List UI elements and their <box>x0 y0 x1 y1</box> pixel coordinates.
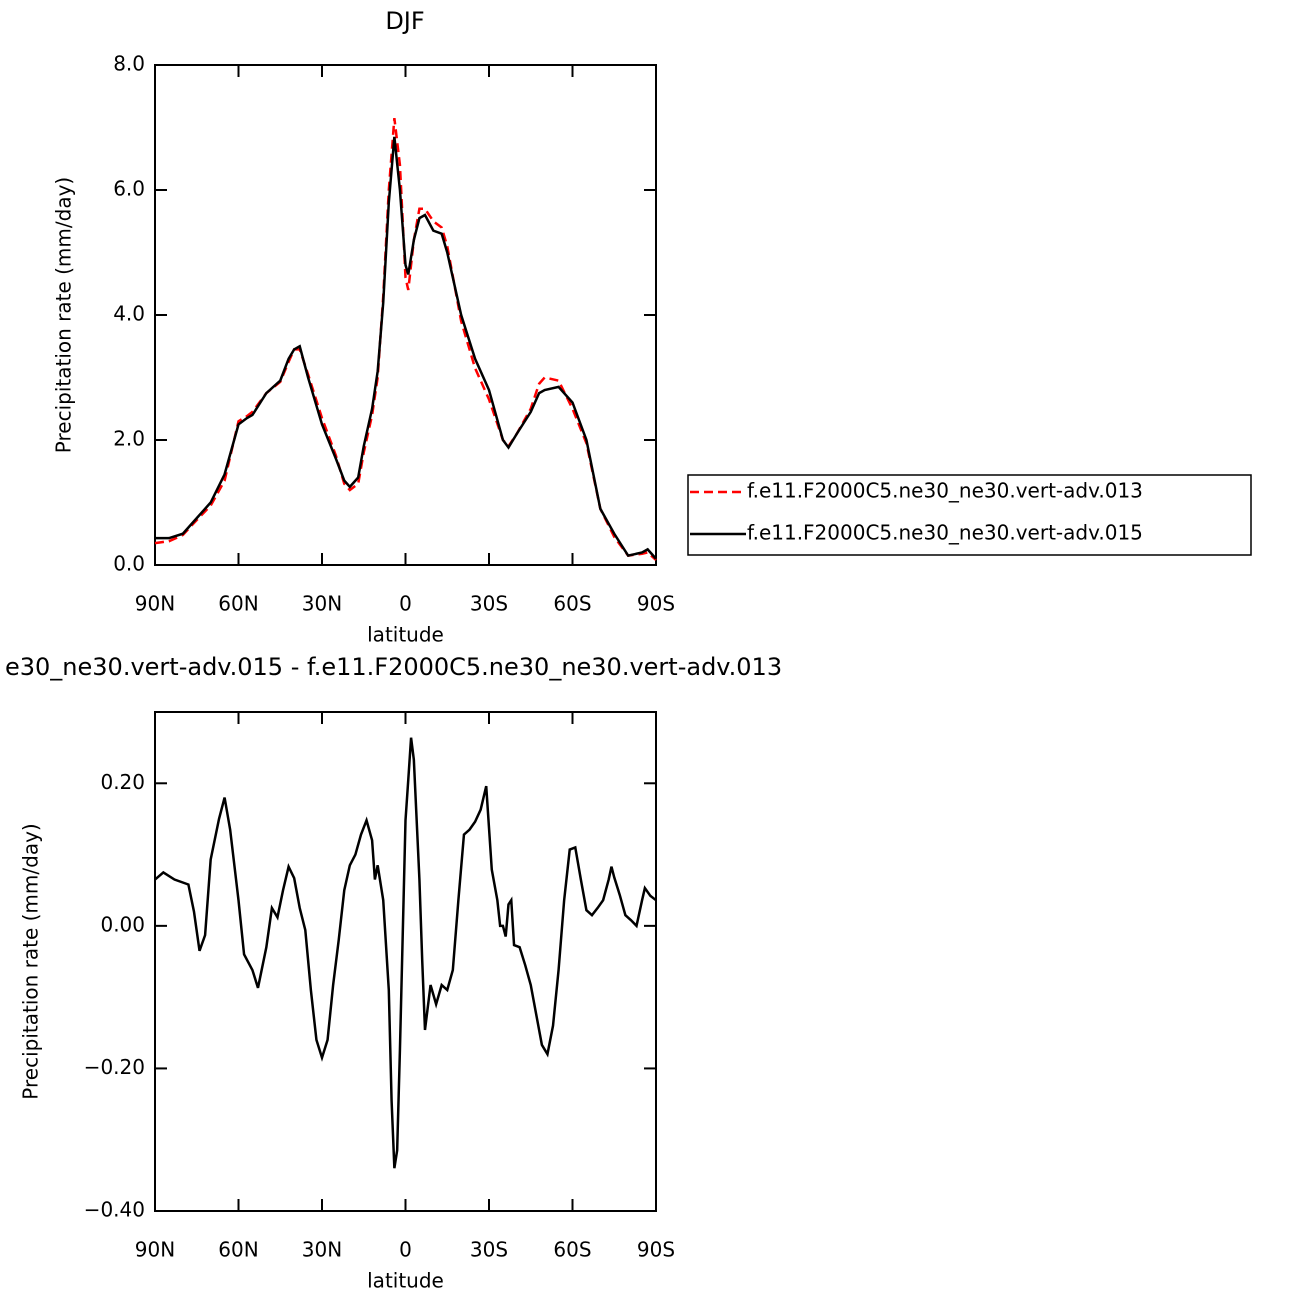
x-tick-label: 90N <box>135 592 175 616</box>
y-tick-label: 0.20 <box>100 770 145 794</box>
legend-box <box>687 474 1252 556</box>
legend-label: f.e11.F2000C5.ne30_ne30.vert-adv.015 <box>747 521 1143 545</box>
y-tick-label: −0.20 <box>84 1055 145 1079</box>
x-tick-label: 60S <box>553 1238 591 1262</box>
x-tick-label: 0 <box>399 1238 412 1262</box>
x-axis-label: latitude <box>367 623 444 647</box>
plot-frame <box>154 64 657 566</box>
x-tick-label: 30S <box>470 1238 508 1262</box>
y-tick-label: −0.40 <box>84 1198 145 1222</box>
legend-label: f.e11.F2000C5.ne30_ne30.vert-adv.013 <box>747 479 1143 503</box>
x-tick-label: 90N <box>135 1238 175 1262</box>
x-tick-label: 90S <box>637 1238 675 1262</box>
x-tick-label: 60N <box>218 592 258 616</box>
data-line <box>154 117 657 561</box>
x-tick-label: 30N <box>302 592 342 616</box>
x-tick-label: 30N <box>302 1238 342 1262</box>
y-axis-label: Precipitation rate (mm/day) <box>52 177 76 453</box>
y-tick-label: 8.0 <box>113 52 145 76</box>
y-axis-label: Precipitation rate (mm/day) <box>19 823 43 1099</box>
x-tick-label: 60N <box>218 1238 258 1262</box>
y-tick-label: 0.00 <box>100 912 145 936</box>
x-tick-label: 60S <box>553 592 591 616</box>
y-tick-label: 0.0 <box>113 552 145 576</box>
x-tick-label: 30S <box>470 592 508 616</box>
x-axis-label: latitude <box>367 1269 444 1293</box>
y-tick-label: 4.0 <box>113 302 145 326</box>
x-tick-label: 90S <box>637 592 675 616</box>
y-tick-label: 2.0 <box>113 427 145 451</box>
data-line <box>155 136 657 560</box>
chart-title: DJF <box>385 7 424 35</box>
chart-title: e30_ne30.vert-adv.015 - f.e11.F2000C5.ne… <box>5 653 782 681</box>
plot-frame <box>154 711 657 1212</box>
x-tick-label: 0 <box>399 592 412 616</box>
data-line <box>154 737 657 1169</box>
y-tick-label: 6.0 <box>113 177 145 201</box>
